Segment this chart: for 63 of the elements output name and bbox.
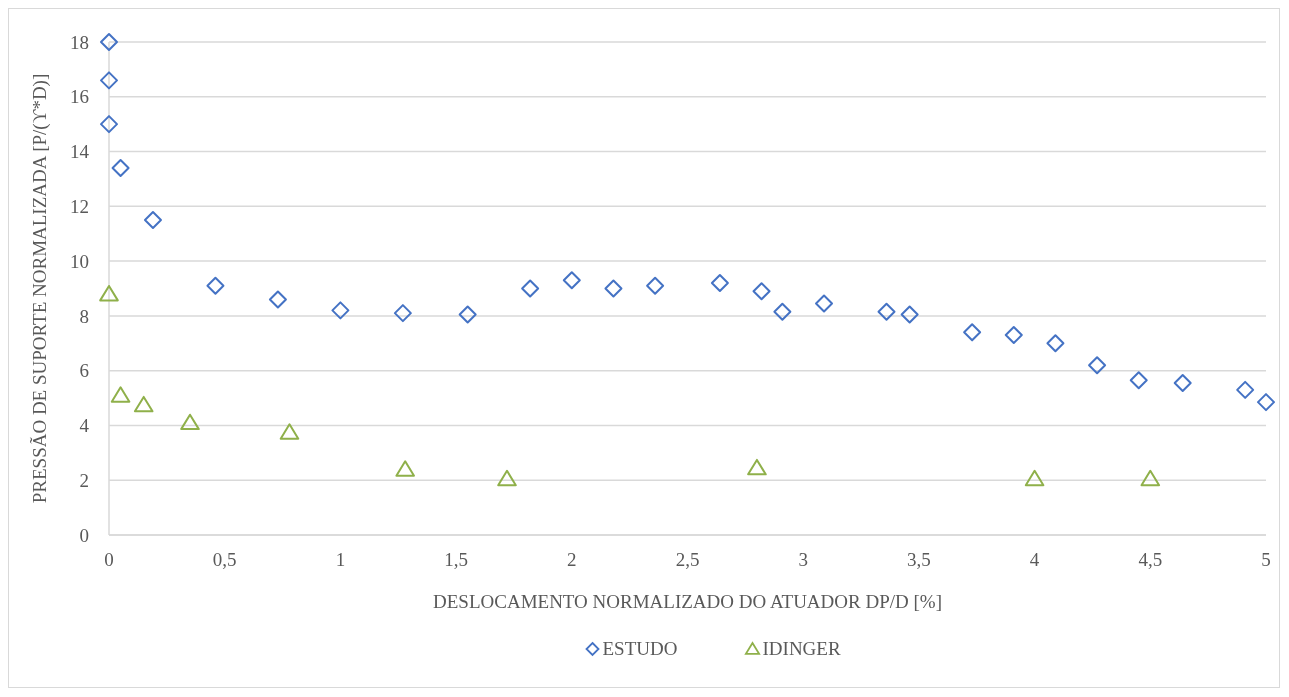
x-tick-label: 2,5 xyxy=(675,549,700,570)
x-tick-label: 1,5 xyxy=(444,549,468,570)
x-tick-label: 5 xyxy=(1261,549,1271,570)
x-axis-title: DESLOCAMENTO NORMALIZADO DO ATUADOR DP/D [%] xyxy=(433,591,942,612)
point xyxy=(1129,371,1148,390)
point xyxy=(180,413,200,431)
x-tick-label: 4,5 xyxy=(1138,549,1163,570)
y-tick-label: 10 xyxy=(70,250,89,272)
point xyxy=(1004,326,1023,345)
point xyxy=(143,211,162,230)
x-tick-label: 0 xyxy=(104,549,114,570)
x-tick-label: 2 xyxy=(567,549,577,570)
legend-label: IDINGER xyxy=(762,638,841,659)
point xyxy=(815,294,834,313)
point xyxy=(747,458,767,476)
point xyxy=(1140,469,1161,487)
point xyxy=(458,305,477,324)
point xyxy=(497,469,517,487)
y-tick-label: 4 xyxy=(79,415,90,437)
point xyxy=(1024,469,1045,487)
point xyxy=(773,302,792,321)
y-tick-label: 18 xyxy=(70,31,89,53)
y-tick-label: 8 xyxy=(79,305,89,327)
point xyxy=(133,395,154,413)
point xyxy=(1088,356,1107,375)
point xyxy=(100,33,118,51)
y-tick-label: 14 xyxy=(70,141,90,163)
point xyxy=(99,284,119,302)
point xyxy=(752,282,771,301)
point xyxy=(604,279,623,298)
point xyxy=(395,460,415,477)
y-tick-label: 2 xyxy=(79,469,89,491)
x-tick-label: 3 xyxy=(798,549,808,570)
point xyxy=(331,301,350,320)
x-tick-label: 4 xyxy=(1029,549,1040,570)
point xyxy=(393,304,412,323)
point xyxy=(521,279,540,298)
point xyxy=(110,386,131,403)
x-tick-label: 3,5 xyxy=(907,549,931,570)
point xyxy=(268,290,287,309)
point xyxy=(646,276,665,295)
y-axis-title: PRESSÃO DE SUPORTE NORMALIZADA [P/(ϒ*D)] xyxy=(29,73,51,504)
point xyxy=(900,305,919,324)
point xyxy=(111,158,130,177)
y-tick-label: 0 xyxy=(79,524,89,546)
point xyxy=(206,276,225,295)
x-tick-label: 1 xyxy=(335,549,346,570)
point xyxy=(710,274,729,293)
y-tick-label: 6 xyxy=(79,360,89,382)
point xyxy=(100,71,118,90)
point xyxy=(279,423,300,440)
point xyxy=(562,271,581,290)
point xyxy=(1173,373,1192,392)
point xyxy=(963,323,982,342)
x-tick-label: 0,5 xyxy=(212,549,237,570)
point xyxy=(100,115,118,134)
point xyxy=(1257,393,1275,412)
y-tick-label: 12 xyxy=(70,195,89,217)
point xyxy=(1236,380,1255,399)
point xyxy=(1046,334,1065,353)
point xyxy=(877,302,896,321)
y-tick-label: 16 xyxy=(70,86,89,108)
legend-label: ESTUDO xyxy=(602,638,678,659)
